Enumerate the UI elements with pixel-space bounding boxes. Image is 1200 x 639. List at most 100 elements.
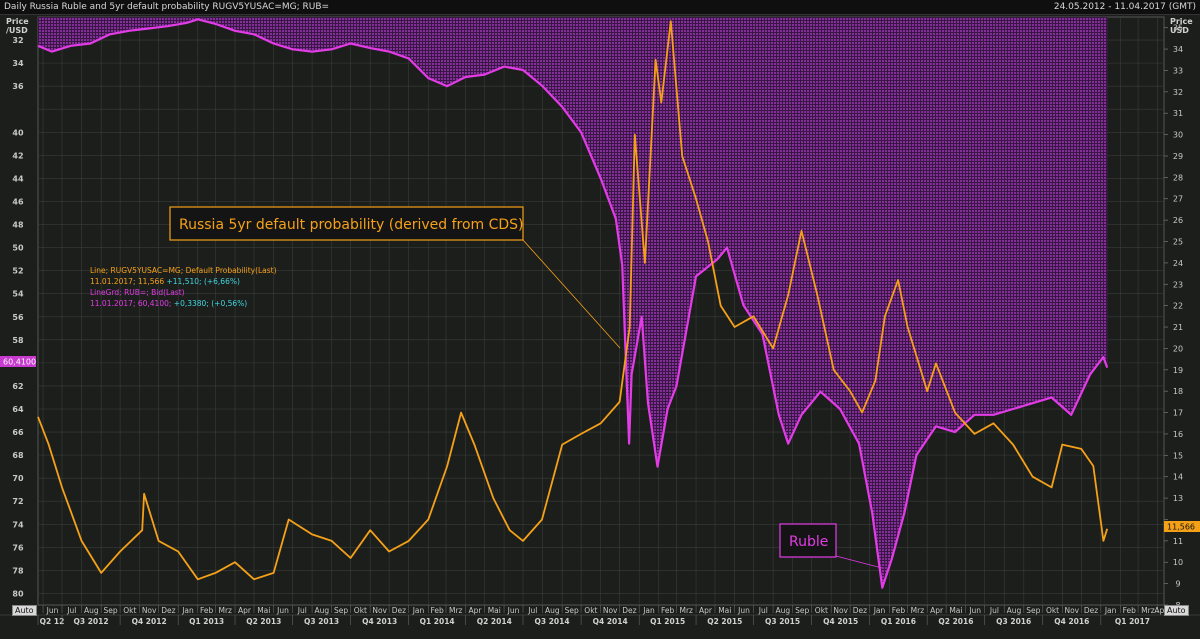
month-label: Mai xyxy=(488,606,501,615)
month-label: Apr xyxy=(930,606,944,615)
month-label: Jul xyxy=(66,606,76,615)
right-axis-label-2: USD xyxy=(1170,26,1189,35)
month-label: Sep xyxy=(104,606,118,615)
right-tick-label: 15 xyxy=(1173,451,1183,460)
right-tick-label: 25 xyxy=(1173,238,1183,247)
month-label: Aug xyxy=(776,606,791,615)
left-tick-label: 74 xyxy=(12,520,24,529)
quarter-label: Q1 2014 xyxy=(420,617,455,626)
right-tick-label: 34 xyxy=(1173,45,1183,54)
left-tick-label: 36 xyxy=(12,82,24,91)
month-label: Jan xyxy=(1104,606,1117,615)
quarter-label: Q1 2015 xyxy=(650,617,685,626)
legend-series-1-values: 11.01.2017; 11,566 +11,510; (+6,66%) xyxy=(90,277,240,286)
right-tick-label: 18 xyxy=(1173,387,1183,396)
month-label: Mai xyxy=(257,606,270,615)
right-tick-label: 22 xyxy=(1173,302,1183,311)
right-tick-label: 33 xyxy=(1173,66,1183,75)
left-tick-label: 48 xyxy=(12,221,24,230)
left-last-value-tag: 60,4100 xyxy=(0,356,36,367)
ruble-annotation-text: Ruble xyxy=(789,534,828,550)
month-label: Jul xyxy=(527,606,537,615)
chart-title: Daily Russia Ruble and 5yr default proba… xyxy=(4,2,330,12)
month-label: Nov xyxy=(833,606,848,615)
right-tick-label: 29 xyxy=(1173,152,1183,161)
month-label: Apr xyxy=(469,606,483,615)
auto-scale-left-button[interactable]: Auto xyxy=(12,605,37,616)
left-axis-label-1: Price xyxy=(6,17,29,26)
left-tick-label: 66 xyxy=(12,428,24,437)
right-tick-label: 14 xyxy=(1173,473,1183,482)
month-label: Dez xyxy=(622,606,636,615)
month-label: Okt xyxy=(584,606,597,615)
chart-title-bar: Daily Russia Ruble and 5yr default proba… xyxy=(0,0,1200,15)
left-tick-label: 42 xyxy=(12,151,23,160)
quarter-label: Q2 2014 xyxy=(477,617,512,626)
ruble-area-fill xyxy=(38,17,1108,588)
cds-annotation-text: Russia 5yr default probability (derived … xyxy=(179,217,524,233)
month-label: Sep xyxy=(565,606,579,615)
left-tick-label: 72 xyxy=(12,497,23,506)
month-label: Jun xyxy=(46,606,59,615)
left-axis-label-2: /USD xyxy=(6,26,28,35)
quarter-label: Q3 2012 xyxy=(74,617,109,626)
quarter-label: Q1 2017 xyxy=(1115,617,1150,626)
quarter-label: Q1 2016 xyxy=(881,617,916,626)
legend-series-2-values: 11.01.2017; 60,4100; +0,3380; (+0,56%) xyxy=(90,299,247,308)
left-tick-label: 34 xyxy=(12,59,24,68)
left-tick-label: 46 xyxy=(12,197,24,206)
left-tick-label: 58 xyxy=(12,336,24,345)
month-label: Nov xyxy=(603,606,618,615)
quarter-label: Q1 2013 xyxy=(189,617,224,626)
month-label: Jan xyxy=(873,606,886,615)
right-tick-label: 23 xyxy=(1173,280,1183,289)
legend-series-1-value-b: +11,510; (+6,66%) xyxy=(167,277,240,286)
right-tick-label: 10 xyxy=(1173,558,1183,567)
right-tick-label: 21 xyxy=(1173,323,1183,332)
right-tick-label: 31 xyxy=(1173,109,1183,118)
month-label: Nov xyxy=(142,606,157,615)
month-label: Mrz xyxy=(449,606,463,615)
month-label: Dez xyxy=(161,606,175,615)
quarter-label: Q4 2014 xyxy=(593,617,628,626)
month-label: Mrz xyxy=(218,606,232,615)
right-tick-label: 32 xyxy=(1173,88,1183,97)
right-last-value: 11,566 xyxy=(1167,523,1195,532)
month-label: Jun xyxy=(737,606,750,615)
ruble-annotation: Ruble xyxy=(779,523,883,569)
date-range: 24.05.2012 - 11.04.2017 (GMT) xyxy=(1053,2,1196,12)
month-label: Sep xyxy=(795,606,809,615)
right-tick-label: 17 xyxy=(1173,409,1183,418)
legend-series-2-value-b: +0,3380; (+0,56%) xyxy=(174,299,247,308)
left-tick-label: 52 xyxy=(12,267,23,276)
month-label: Feb xyxy=(430,606,444,615)
month-label: Okt xyxy=(354,606,367,615)
x-axis: Jun Jul Aug Sep Okt Nov Dez Jan Feb Mrz Apr Mai Jun J… xyxy=(0,605,1200,626)
month-label: Dez xyxy=(853,606,867,615)
right-tick-label: 30 xyxy=(1173,131,1183,140)
quarter-label: Q4 2012 xyxy=(132,617,167,626)
month-label: Apr xyxy=(1154,606,1168,615)
month-label: Mrz xyxy=(911,606,925,615)
quarter-label: Q3 2013 xyxy=(304,617,339,626)
month-label: Jul xyxy=(297,606,307,615)
legend-series-1-value-a: 11.01.2017; 11,566 xyxy=(90,277,164,286)
month-label: Mai xyxy=(949,606,962,615)
right-tick-label: 11 xyxy=(1173,537,1183,546)
auto-scale-right-button[interactable]: Auto xyxy=(1164,605,1189,616)
month-label: Aug xyxy=(84,606,99,615)
month-label: Nov xyxy=(372,606,387,615)
right-tick-label: 19 xyxy=(1173,366,1183,375)
left-tick-label: 56 xyxy=(12,313,24,322)
month-label: Jan xyxy=(412,606,425,615)
quarter-label: Q4 2015 xyxy=(823,617,858,626)
month-label: Mrz xyxy=(1141,606,1155,615)
left-tick-label: 32 xyxy=(12,36,23,45)
left-tick-label: 40 xyxy=(12,128,24,137)
left-tick-label: 64 xyxy=(12,405,24,414)
cds-annotation: Russia 5yr default probability (derived … xyxy=(169,206,621,349)
month-label: Okt xyxy=(1046,606,1059,615)
right-tick-label: 27 xyxy=(1173,195,1183,204)
legend-series-2-value-a: 11.01.2017; 60,4100; xyxy=(90,299,171,308)
